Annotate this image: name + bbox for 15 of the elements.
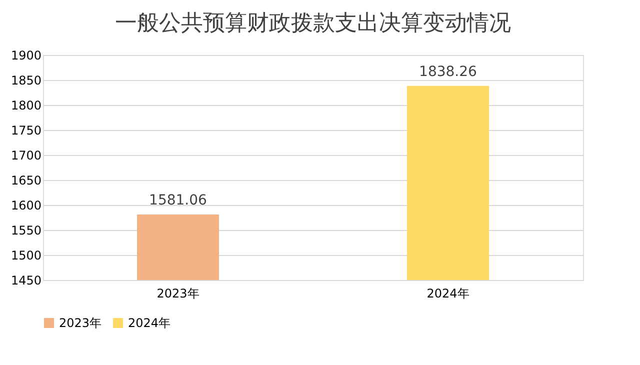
y-tick-label: 1850 — [10, 74, 42, 88]
y-tick-label: 1550 — [10, 224, 42, 238]
chart-title: 一般公共预算财政拨款支出决算变动情况 — [115, 11, 511, 36]
data-label: 1581.06 — [149, 192, 208, 208]
y-tick-label: 1600 — [10, 198, 42, 212]
y-tick-label: 1500 — [10, 248, 42, 262]
data-label: 1838.26 — [419, 64, 478, 80]
y-tick-label: 1700 — [10, 148, 42, 162]
y-tick-label: 1750 — [10, 124, 42, 138]
y-tick-label: 1450 — [10, 274, 42, 288]
y-tick-label: 1900 — [10, 48, 42, 62]
legend-label: 2023年 — [59, 316, 102, 330]
y-tick-label: 1800 — [10, 98, 42, 112]
y-tick-label: 1650 — [10, 174, 42, 188]
legend-label: 2024年 — [128, 316, 171, 330]
